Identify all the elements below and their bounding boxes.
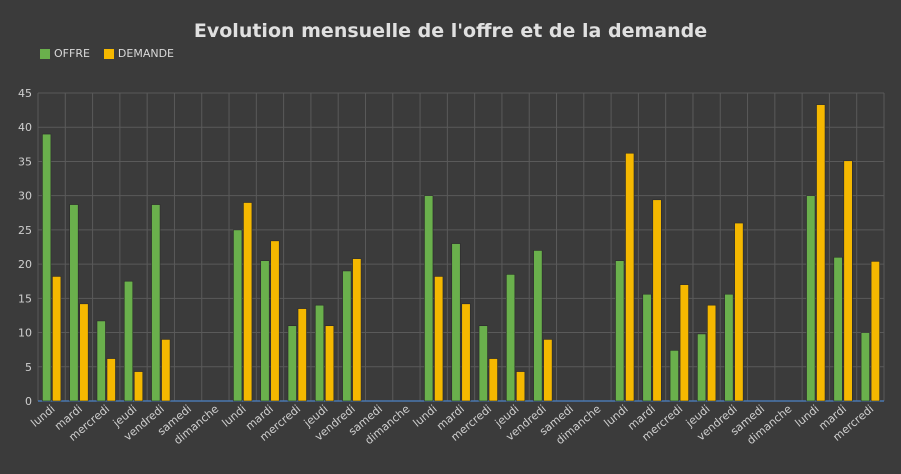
bar-demande bbox=[652, 199, 662, 402]
legend-label-offre: OFFRE bbox=[54, 47, 90, 60]
bar-offre bbox=[806, 195, 816, 402]
legend-item-demande[interactable]: DEMANDE bbox=[103, 47, 174, 60]
bar-offre bbox=[833, 256, 843, 402]
y-tick-label: 15 bbox=[18, 292, 32, 305]
legend-label-demande: DEMANDE bbox=[117, 47, 174, 60]
bar-demande bbox=[461, 303, 471, 402]
bar-demande bbox=[133, 371, 144, 402]
bar-demande bbox=[843, 160, 853, 402]
bar-offre bbox=[233, 229, 243, 402]
bar-demande bbox=[106, 358, 116, 402]
bar-offre bbox=[260, 260, 270, 402]
bar-demande bbox=[625, 152, 635, 402]
bar-demande bbox=[734, 222, 744, 402]
bar-demande bbox=[543, 339, 553, 402]
bar-demande bbox=[324, 325, 335, 402]
bar-offre bbox=[506, 274, 516, 402]
bar-offre bbox=[724, 293, 734, 402]
legend-item-offre[interactable]: OFFRE bbox=[40, 47, 90, 60]
legend: OFFRE DEMANDE bbox=[40, 47, 174, 60]
legend-swatch-offre bbox=[40, 48, 50, 59]
bar-demande bbox=[161, 339, 171, 402]
bar-demande bbox=[816, 104, 826, 402]
bar-offre bbox=[123, 280, 134, 402]
bar-demande bbox=[516, 371, 526, 402]
bar-offre bbox=[42, 133, 52, 402]
bar-offre bbox=[697, 333, 707, 402]
bar-offre bbox=[642, 293, 652, 402]
bar-offre bbox=[860, 332, 870, 402]
y-tick-label: 45 bbox=[18, 87, 32, 100]
bar-demande bbox=[79, 303, 89, 402]
bar-offre bbox=[615, 260, 625, 402]
bar-offre bbox=[151, 204, 161, 402]
bar-offre bbox=[342, 270, 352, 402]
bar-demande bbox=[270, 240, 280, 402]
y-tick-label: 5 bbox=[25, 361, 32, 374]
bar-offre bbox=[533, 250, 543, 402]
bar-offre bbox=[478, 325, 488, 402]
y-tick-label: 40 bbox=[18, 121, 32, 134]
bar-offre bbox=[69, 204, 79, 402]
y-tick-label: 30 bbox=[18, 190, 32, 203]
bar-demande bbox=[52, 276, 62, 402]
bar-demande bbox=[707, 304, 717, 402]
y-tick-label: 35 bbox=[18, 155, 32, 168]
bar-demande bbox=[243, 202, 253, 402]
y-tick-label: 0 bbox=[25, 395, 32, 408]
chart-title: Evolution mensuelle de l'offre et de la … bbox=[193, 20, 708, 42]
bar-demande bbox=[352, 258, 362, 402]
y-tick-label: 25 bbox=[18, 224, 32, 237]
y-tick-label: 10 bbox=[18, 327, 32, 340]
bar-offre bbox=[314, 304, 325, 402]
bar-offre bbox=[287, 325, 297, 402]
legend-swatch-demande bbox=[103, 48, 114, 59]
bar-offre bbox=[96, 320, 106, 402]
bar-demande bbox=[679, 284, 689, 402]
y-tick-label: 20 bbox=[18, 258, 32, 271]
bar-demande bbox=[297, 308, 307, 402]
bar-demande bbox=[870, 261, 880, 402]
bar-demande bbox=[434, 276, 444, 402]
bar-demande bbox=[488, 358, 498, 402]
bar-offre bbox=[451, 243, 461, 402]
bar-offre bbox=[669, 350, 679, 402]
bar-offre bbox=[424, 195, 434, 402]
